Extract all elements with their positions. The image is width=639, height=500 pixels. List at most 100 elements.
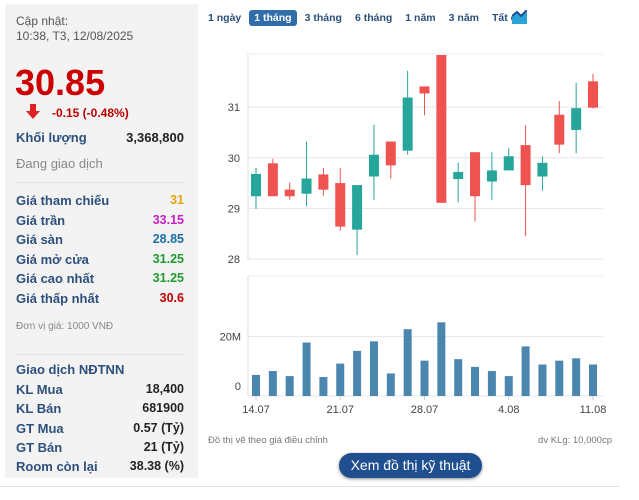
area-chart-icon[interactable] — [512, 10, 527, 24]
x-tick-label: 11.08 — [580, 404, 607, 416]
volume-value: 3,368,800 — [126, 130, 184, 145]
x-tick-label: 4.08 — [498, 404, 519, 416]
candle-body — [571, 108, 582, 130]
range-tab[interactable]: 3 tháng — [304, 12, 342, 24]
candle-body — [284, 189, 295, 197]
divider — [0, 486, 620, 487]
price-tick-label: 30 — [228, 153, 240, 165]
price-change: -0.15 (-0.48%) — [52, 106, 129, 120]
volume-unit: dv KLg: 10,000cp — [538, 435, 612, 446]
volume-bar — [538, 364, 547, 396]
range-tab[interactable]: 6 tháng — [354, 12, 393, 24]
candle-body — [554, 114, 565, 145]
foreign-row: GT Mua 0.57 (Tỷ) — [16, 421, 184, 436]
foreign-label: KL Bán — [16, 401, 62, 417]
price-label: Giá trần — [16, 212, 66, 228]
divider — [16, 182, 184, 183]
price-tick-label: 31 — [228, 102, 240, 114]
volume-bar — [302, 342, 311, 396]
foreign-value: 0.57 (Tỷ) — [133, 420, 184, 435]
down-arrow-icon — [26, 104, 40, 119]
x-tick-label: 28.07 — [411, 404, 439, 416]
volume-bar — [386, 373, 395, 396]
volume-bar — [589, 364, 597, 396]
update-time: 10:38, T3, 12/08/2025 — [16, 29, 134, 43]
current-price: 30.85 — [15, 62, 106, 103]
candle-body — [453, 171, 464, 180]
trading-status: Đang giao dịch — [16, 156, 103, 171]
divider — [16, 354, 184, 355]
volume-bar — [437, 322, 446, 396]
price-volume-chart: 28 29 30 31 0 20M 14.07 21.07 28.07 4.08 11.08 — [220, 53, 607, 416]
price-value: 31.25 — [152, 271, 184, 285]
candle-body — [419, 86, 430, 94]
candle-body — [588, 81, 598, 108]
stock-summary-panel — [5, 4, 198, 478]
foreign-value: 681900 — [142, 401, 184, 416]
candle-body — [267, 163, 278, 197]
candle-body — [402, 97, 413, 151]
foreign-label: Room còn lại — [16, 459, 98, 475]
candle-body — [537, 162, 548, 177]
range-tab[interactable]: 1 năm — [405, 12, 436, 24]
candle-body — [301, 178, 312, 194]
foreign-row: Room còn lại 38.38 (%) — [16, 459, 184, 474]
range-tab[interactable]: 1 ngày — [208, 12, 242, 24]
x-tick-label: 14.07 — [242, 404, 270, 416]
price-label: Giá mở cửa — [16, 251, 89, 267]
candle-body — [503, 156, 514, 171]
volume-bar — [403, 329, 412, 396]
candle-body — [470, 152, 481, 197]
candle-body — [486, 170, 497, 182]
volume-bar — [268, 371, 277, 396]
price-value: 30.6 — [159, 290, 184, 305]
foreign-row: KL Bán 681900 — [16, 401, 184, 416]
volume-bar — [285, 376, 294, 396]
range-tabs: 1 ngày 1 tháng 3 tháng 6 tháng 1 năm 3 năm Tất… — [203, 10, 530, 26]
price-row: Giá mở cửa 31.25 — [16, 252, 184, 267]
price-label: Giá thấp nhất — [16, 290, 100, 306]
volume-label: Khối lượng — [16, 130, 87, 145]
price-row: Giá trần 33.15 — [16, 213, 184, 228]
foreign-value: 18,400 — [145, 382, 184, 396]
update-label: Cập nhật: — [16, 14, 69, 28]
volume-bar — [336, 363, 345, 396]
volume-bar — [454, 359, 463, 396]
volume-bar — [555, 360, 564, 396]
foreign-value: 38.38 (%) — [129, 459, 184, 474]
chart-note: Đồ thị vẽ theo giá điều chỉnh — [208, 435, 328, 446]
volume-bar — [353, 350, 362, 396]
technical-chart-button[interactable]: Xem đồ thị kỹ thuật — [339, 453, 482, 478]
volume-bar — [252, 374, 260, 396]
price-row: Giá sàn 28.85 — [16, 232, 184, 247]
volume-bar — [369, 341, 378, 396]
volume-bar — [420, 360, 429, 396]
candle-body — [251, 173, 261, 197]
volume-bar — [521, 346, 530, 396]
price-row: Giá thấp nhất 30.6 — [16, 291, 184, 306]
price-label: Giá cao nhất — [16, 271, 95, 286]
foreign-title: Giao dịch NĐTNN — [16, 362, 125, 377]
candle-body — [335, 183, 346, 227]
volume-bar — [504, 376, 513, 396]
foreign-value: 21 (Tỷ) — [143, 439, 184, 454]
price-tick-label: 29 — [228, 203, 240, 215]
price-label: Giá tham chiếu — [16, 193, 110, 208]
volume-bar — [319, 376, 328, 396]
range-tab[interactable]: 1 tháng — [249, 10, 297, 26]
price-row: Giá tham chiếu 31 — [16, 193, 184, 208]
update-info: Cập nhật: 10:38, T3, 12/08/2025 — [16, 14, 133, 44]
volume-bar — [487, 371, 496, 396]
range-tab[interactable]: 3 năm — [448, 12, 480, 24]
foreign-label: GT Bán — [16, 439, 63, 455]
candle-body — [385, 141, 396, 166]
unit-note: Đơn vị giá: 1000 VNĐ — [16, 321, 114, 332]
candle-body — [318, 174, 329, 190]
volume-bar — [572, 358, 581, 396]
foreign-label: GT Mua — [16, 420, 64, 436]
x-tick-label: 21.07 — [326, 404, 354, 416]
volume-tick-label: 20M — [220, 332, 241, 344]
candle-body — [352, 185, 363, 230]
candle-body — [368, 154, 379, 177]
foreign-label: KL Mua — [16, 382, 63, 397]
